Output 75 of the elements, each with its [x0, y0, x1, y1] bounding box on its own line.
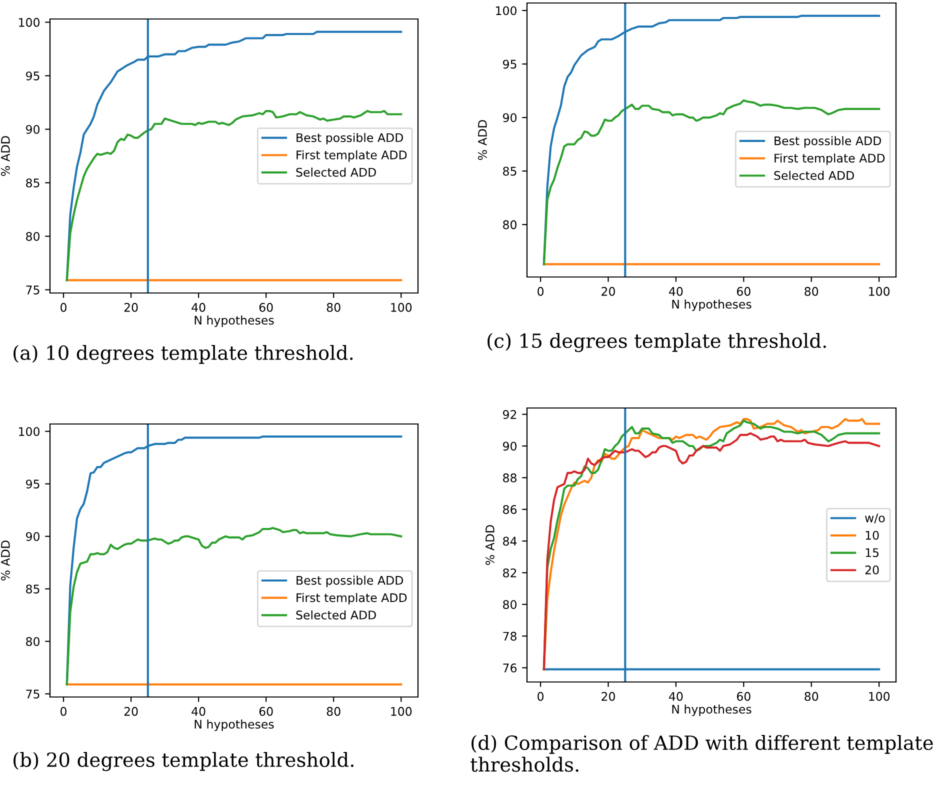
y-tick-label: 80: [503, 220, 516, 230]
x-tick-label: 100: [869, 286, 890, 296]
x-tick-label: 20: [602, 286, 615, 296]
y-tick-label: 90: [503, 113, 516, 122]
text: (a) 10 degrees template threshold.: [14, 345, 353, 364]
y-tick-label: 80: [26, 637, 40, 646]
legend-label: 10: [866, 530, 879, 540]
legend-label: Best possible ADD: [296, 132, 404, 144]
legend-label: Selected ADD: [296, 168, 376, 177]
x-tick-label: 0: [538, 692, 544, 701]
y-tick-label: 80: [26, 232, 40, 241]
y-tick-label: 90: [26, 124, 40, 134]
y-tick-label: 84: [503, 536, 517, 546]
legend-label: Selected ADD: [296, 610, 376, 620]
y-tick-label: 90: [26, 532, 40, 542]
x-tick-label: 60: [259, 706, 273, 716]
y-tick-label: 95: [26, 71, 40, 80]
x-tick-label: 60: [736, 692, 750, 701]
legend-label: First template ADD: [296, 593, 407, 604]
y-tick-label: 100: [496, 6, 516, 16]
x-tick-label: 20: [124, 302, 138, 312]
x-tick-label: 100: [391, 302, 412, 312]
x-tick-label: 20: [124, 706, 138, 716]
y-axis-title: % ADD: [0, 136, 10, 176]
x-axis-title: N hypotheses: [194, 316, 274, 327]
y-tick-label: 85: [503, 166, 516, 176]
x-tick-label: 100: [869, 692, 890, 701]
legend-label: 15: [866, 548, 879, 558]
y-tick-label: 75: [26, 286, 40, 294]
x-tick-label: 40: [669, 692, 683, 701]
x-tick-label: 80: [326, 706, 340, 716]
y-tick-label: 86: [503, 505, 517, 514]
y-axis-title: % ADD: [478, 120, 487, 160]
text: (d) Comparison of ADD with different template thresholds.: [470, 735, 933, 772]
text: (c) 15 degrees template threshold.: [488, 333, 826, 352]
y-tick-label: 92: [503, 410, 516, 419]
x-tick-label: 60: [736, 286, 750, 296]
x-axis-title: N hypotheses: [672, 300, 752, 311]
y-tick-label: 80: [503, 600, 516, 610]
legend-label: Best possible ADD: [774, 136, 882, 148]
x-tick-label: 60: [259, 302, 273, 312]
x-axis-title: N hypotheses: [194, 720, 274, 731]
x-tick-label: 80: [326, 302, 340, 312]
y-tick-label: 85: [26, 584, 40, 594]
legend-label: Best possible ADD: [296, 576, 404, 588]
x-tick-label: 20: [602, 692, 615, 701]
x-tick-label: 40: [669, 286, 683, 296]
legend-label: Selected ADD: [774, 170, 854, 180]
y-tick-label: 85: [26, 178, 40, 188]
x-tick-label: 0: [538, 286, 544, 296]
y-tick-label: 75: [26, 690, 40, 699]
legend-label: 20: [865, 565, 879, 574]
x-tick-label: 100: [391, 706, 412, 716]
x-tick-label: 80: [804, 692, 818, 701]
y-axis-title: % ADD: [0, 540, 10, 580]
x-tick-label: 40: [192, 706, 206, 716]
y-tick-label: 82: [503, 568, 516, 578]
text: (b) 20 degrees template threshold.: [14, 752, 354, 772]
y-tick-label: 90: [503, 442, 516, 451]
y-tick-label: 100: [19, 427, 40, 436]
x-tick-label: 0: [60, 706, 66, 716]
y-tick-label: 88: [503, 473, 516, 482]
legend-label: w/o: [865, 514, 885, 524]
y-tick-label: 100: [19, 18, 40, 27]
y-tick-label: 76: [503, 663, 517, 672]
legend-label: First template ADD: [296, 150, 407, 162]
y-tick-label: 95: [503, 60, 516, 69]
x-tick-label: 0: [60, 302, 66, 312]
x-axis-title: N hypotheses: [672, 704, 752, 716]
y-axis-title: % ADD: [485, 525, 494, 565]
x-tick-label: 40: [192, 302, 206, 312]
legend-label: First template ADD: [774, 153, 885, 165]
y-tick-label: 95: [26, 480, 40, 489]
x-tick-label: 80: [804, 286, 818, 296]
y-tick-label: 78: [503, 632, 516, 641]
